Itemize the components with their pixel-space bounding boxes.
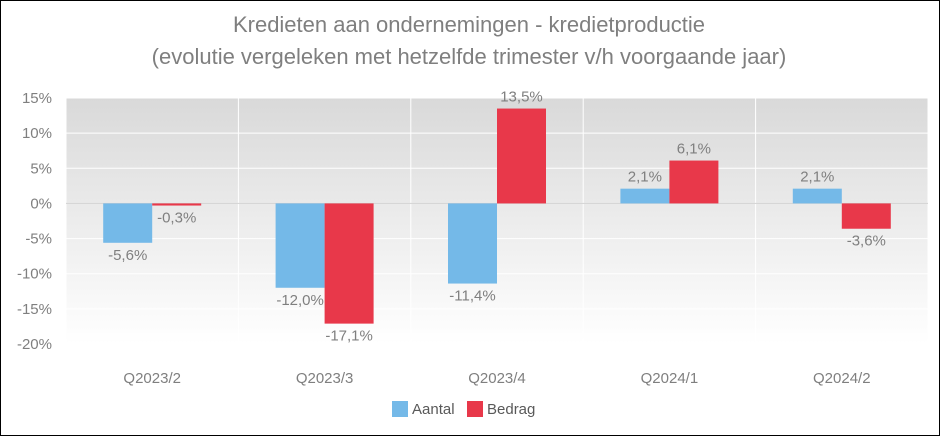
x-tick-label: Q2023/4: [468, 370, 526, 387]
data-label: -3,6%: [847, 233, 886, 250]
data-label: -12,0%: [276, 292, 324, 309]
data-label: -11,4%: [449, 288, 495, 305]
data-label: -0,3%: [157, 210, 196, 227]
chart-subtitle: (evolutie vergeleken met hetzelfde trime…: [152, 44, 787, 69]
data-label: -5,6%: [108, 247, 147, 264]
x-tick-label: Q2023/3: [296, 370, 354, 387]
y-axis: 15% 10% 5% 0% -5% -10% -15% -20%: [17, 90, 52, 353]
y-tick-label: 10%: [22, 125, 52, 142]
data-label: 13,5%: [500, 89, 543, 106]
chart-title: Kredieten aan ondernemingen - kredietpro…: [233, 12, 705, 37]
y-tick-label: 15%: [22, 90, 52, 107]
data-label: 6,1%: [677, 141, 711, 158]
bar-aantal-0: [103, 203, 153, 243]
bar-aantal-1: [275, 203, 325, 288]
bar-bedrag-4: [841, 203, 891, 229]
bar-bedrag-2: [497, 108, 546, 204]
legend-label-aantal: Aantal: [412, 401, 455, 418]
y-tick-label: 0%: [30, 195, 52, 212]
legend-label-bedrag: Bedrag: [487, 401, 535, 418]
x-axis: Q2023/2 Q2023/3 Q2023/4 Q2024/1 Q2024/2: [123, 370, 870, 387]
bar-aantal-4: [792, 188, 842, 204]
bar-bedrag-3: [669, 160, 719, 204]
x-tick-label: Q2023/2: [123, 370, 181, 387]
data-label: -17,1%: [325, 328, 373, 345]
y-tick-label: 5%: [30, 160, 52, 177]
bar-bedrag-1: [324, 203, 374, 324]
bars: [103, 108, 891, 324]
data-labels: -5,6% -0,3% -12,0% -17,1% -11,4% 13,5% 2,1% 6,1…: [108, 89, 886, 345]
y-tick-label: -15%: [17, 301, 52, 318]
legend-swatch-bedrag: [467, 401, 483, 417]
y-tick-label: -20%: [17, 336, 52, 353]
bar-aantal-2: [448, 203, 497, 284]
x-tick-label: Q2024/2: [813, 370, 871, 387]
y-tick-label: -10%: [17, 266, 52, 283]
data-label: 2,1%: [628, 169, 662, 186]
bar-bedrag-0: [152, 203, 202, 206]
x-tick-label: Q2024/1: [641, 370, 699, 387]
data-label: 2,1%: [800, 169, 834, 186]
y-tick-label: -5%: [25, 231, 52, 248]
bar-aantal-3: [620, 188, 670, 204]
legend-swatch-aantal: [392, 401, 408, 417]
legend: Aantal Bedrag: [392, 401, 535, 418]
